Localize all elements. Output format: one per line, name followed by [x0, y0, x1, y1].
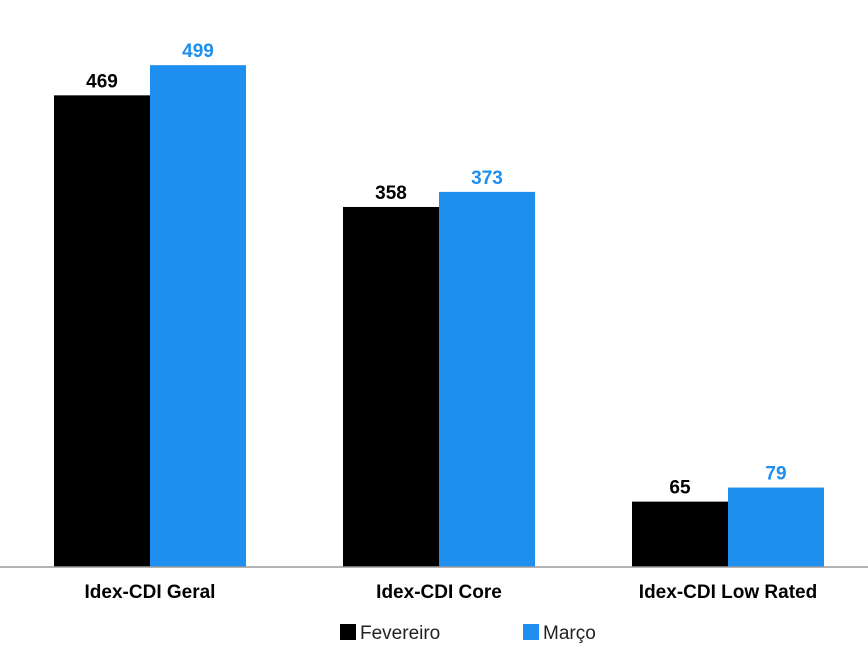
bars-layer — [54, 65, 824, 568]
legend-swatch-fevereiro — [340, 624, 356, 640]
bar-idex-cdi-geral-mar-o — [150, 65, 246, 567]
category-label-idex-cdi-low-rated: Idex-CDI Low Rated — [639, 582, 817, 603]
data-label-idex-cdi-low-rated-fevereiro: 65 — [669, 478, 691, 499]
legend-label-mar-o: Março — [543, 623, 596, 644]
category-label-idex-cdi-geral: Idex-CDI Geral — [85, 582, 216, 603]
data-label-idex-cdi-geral-mar-o: 499 — [182, 41, 214, 62]
bar-idex-cdi-low-rated-fevereiro — [632, 501, 728, 567]
data-label-idex-cdi-low-rated-mar-o: 79 — [765, 464, 786, 485]
legend: Fevereiro Março — [340, 623, 596, 644]
category-label-idex-cdi-core: Idex-CDI Core — [376, 582, 502, 603]
category-labels-layer: Idex-CDI Geral Idex-CDI Core Idex-CDI Low … — [85, 582, 818, 603]
value-labels-layer: 469 499 358 373 65 79 — [86, 41, 786, 498]
data-label-idex-cdi-core-mar-o: 373 — [471, 168, 503, 189]
legend-label-fevereiro: Fevereiro — [360, 623, 440, 644]
data-label-idex-cdi-geral-fevereiro: 469 — [86, 71, 118, 92]
bar-idex-cdi-core-fevereiro — [343, 206, 439, 568]
bar-idex-cdi-core-mar-o — [439, 191, 535, 567]
bar-idex-cdi-low-rated-mar-o — [728, 487, 824, 567]
legend-swatch-mar-o — [523, 624, 539, 640]
bar-idex-cdi-geral-fevereiro — [54, 95, 150, 568]
data-label-idex-cdi-core-fevereiro: 358 — [375, 183, 407, 204]
